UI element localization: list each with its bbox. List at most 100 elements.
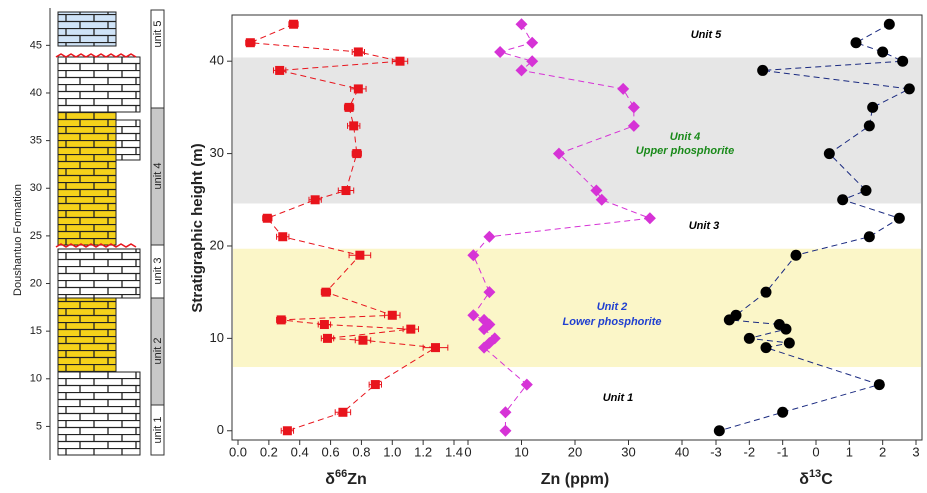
limestone-bed [57,11,117,47]
data-point [395,56,405,66]
unit-box [150,404,165,456]
data-point [760,286,772,298]
data-point [275,65,285,75]
annotation: Unit 4 [670,131,701,143]
data-point [341,186,351,196]
dolostone-bed [57,248,141,299]
data-point [478,341,491,354]
unit-label: unit 4 [152,163,164,190]
column-tick-label: 20 [30,277,42,289]
annotation: Upper phosphorite [636,145,734,157]
data-point [358,335,368,345]
strat-column: Doushantuo Formation [12,8,165,460]
column-tick-label: 10 [30,373,42,385]
data-point [282,426,292,436]
data-point [873,379,885,391]
data-point [289,19,299,29]
data-point [278,232,288,242]
annotation: Unit 1 [603,392,634,404]
x-tick-label: 2 [879,444,886,459]
column-title: Doushantuo Formation [12,184,24,296]
unit-label: unit 1 [152,417,164,444]
data-point [893,212,905,224]
unconformity [55,53,137,58]
x-axis-label-part: C [821,471,833,488]
data-point [590,184,603,197]
data-point [319,320,329,330]
data-point [245,38,255,48]
column-tick-label: 15 [30,325,42,337]
data-point [338,407,348,417]
data-point [860,185,872,197]
x-axis-label-part: Zn (ppm) [541,471,609,488]
x-tick-label: -3 [710,444,722,459]
y-tick-label: 0 [217,422,224,437]
x-axis-label: Zn (ppm) [541,471,609,488]
data-point [262,213,272,223]
x-tick-label: 0.2 [260,444,278,459]
data-point [777,406,789,418]
data-point [863,231,875,243]
x-tick-label: -2 [744,444,756,459]
x-axis-label-part: δ [799,471,809,488]
data-point [483,230,496,243]
y-tick-label: 10 [210,330,224,345]
annotation: Unit 3 [689,220,720,232]
x-tick-label: 1.2 [414,444,432,459]
unit-label: unit 5 [152,21,164,48]
data-point [552,147,565,160]
x-tick-label: 0 [812,444,819,459]
y-tick-label: 20 [210,237,224,252]
data-point [867,101,879,113]
column-tick-label: 40 [30,87,42,99]
data-point [743,332,755,344]
annotation: Unit 2 [597,301,628,313]
x-axis-label-part: δ [325,471,335,488]
data-point [823,148,835,160]
phosphorite-bed [57,297,117,373]
dolostone-bed [57,371,141,456]
unit-label: unit 3 [152,258,164,285]
data-point [310,195,320,205]
data-point [352,149,362,159]
data-point [276,315,286,325]
x-tick-label: 0.4 [291,444,309,459]
data-point [897,55,909,67]
data-point [494,45,507,58]
data-point [321,287,331,297]
x-axis-label-part: 13 [809,468,821,480]
data-point [863,120,875,132]
data-point [627,101,640,114]
phosphorite-bed [57,111,117,246]
x-tick-label: 40 [675,444,689,459]
data-point [723,314,735,326]
data-point [499,424,512,437]
annotation: Lower phosphorite [563,316,662,328]
data-point [406,324,416,334]
data-point [617,82,630,95]
data-point [515,18,528,31]
data-point [877,46,889,58]
y-tick-label: 40 [210,53,224,68]
annotation: Unit 5 [691,29,722,41]
data-point [370,380,380,390]
column-tick-label: 25 [30,230,42,242]
data-point [713,425,725,437]
dolostone-bed [115,119,141,161]
data-point [883,18,895,30]
data-point [467,249,480,262]
unit-band [233,248,921,368]
unconformity [55,243,137,248]
x-tick-label: 20 [568,444,582,459]
data-point [627,119,640,132]
data-point [483,286,496,299]
x-tick-label: 3 [912,444,919,459]
bands [233,57,921,368]
data-point [430,343,440,353]
data-point [903,83,915,95]
data-point [790,249,802,261]
x-axis-label-part: Zn [347,471,367,488]
x-tick-label: 0.8 [352,444,370,459]
dolostone-bed [57,56,141,113]
column-tick-label: 45 [30,39,42,51]
